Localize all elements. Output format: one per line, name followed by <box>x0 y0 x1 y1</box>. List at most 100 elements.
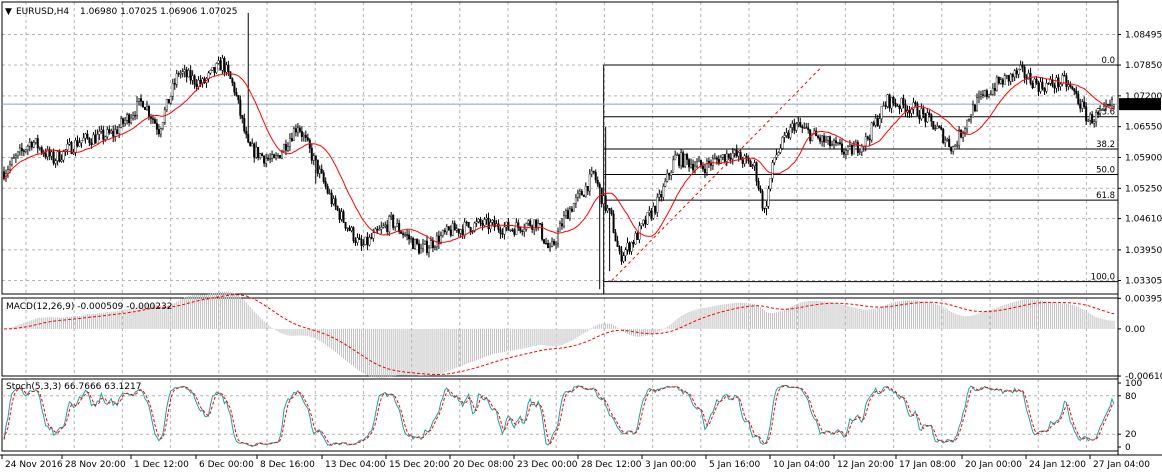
candle-body <box>1079 103 1082 109</box>
time-tick-label: 13 Dec 04:00 <box>325 460 386 470</box>
candle-body <box>255 146 258 158</box>
candle-body <box>52 151 55 164</box>
candle-body <box>457 228 460 234</box>
candle-body <box>151 118 154 120</box>
candle-body <box>412 238 415 249</box>
candle-body <box>676 154 679 156</box>
candle-body <box>523 229 526 232</box>
candle-body <box>1017 68 1020 75</box>
candle-body <box>251 143 254 147</box>
candle-body <box>185 69 188 78</box>
macd-tick-label: -0.006104 <box>1125 372 1162 382</box>
candle-body <box>545 243 548 245</box>
candle-body <box>656 196 659 213</box>
candle-body <box>358 237 361 240</box>
candle-body <box>491 219 494 223</box>
candle-body <box>652 205 655 219</box>
candle-body <box>940 127 943 130</box>
candle-body <box>1085 106 1088 122</box>
price-marker <box>1119 98 1161 111</box>
candle-body <box>541 223 544 240</box>
candle-body <box>60 159 63 162</box>
candle-body <box>392 215 395 228</box>
candle-body <box>529 220 532 227</box>
candle-body <box>991 87 994 95</box>
candle-body <box>330 192 333 205</box>
candle-body <box>890 97 893 109</box>
candle-body <box>749 160 752 167</box>
candle-body <box>425 240 428 253</box>
candle-body <box>197 79 200 87</box>
ohlc-readout: 1.06980 1.07025 1.06906 1.07025 <box>80 7 237 17</box>
candle-body <box>831 144 834 147</box>
candle-body <box>1101 109 1104 111</box>
candle-body <box>985 90 988 97</box>
candle-body <box>1015 70 1018 75</box>
candle-body <box>223 58 226 73</box>
candle-body <box>1109 104 1112 106</box>
candle-body <box>775 154 778 158</box>
candle-body <box>570 208 573 212</box>
candle-body <box>594 172 597 181</box>
candle-body <box>787 132 790 138</box>
candle-body <box>169 95 172 104</box>
candle-body <box>612 213 615 233</box>
candle-body <box>620 251 623 262</box>
time-tick-label: 5 Jan 16:00 <box>709 460 761 470</box>
candle-body <box>1091 114 1094 124</box>
candle-body <box>455 228 458 231</box>
candle-body <box>1005 75 1008 77</box>
candle-body <box>928 112 931 116</box>
candle-body <box>1001 79 1004 85</box>
candle-body <box>38 147 41 149</box>
candle-body <box>598 183 601 189</box>
candle-body <box>848 144 851 147</box>
candle-body <box>709 163 712 166</box>
candle-body <box>803 127 806 129</box>
candle-body <box>789 127 792 138</box>
candle-body <box>926 112 929 123</box>
candle-body <box>743 155 746 164</box>
candle-body <box>82 137 85 141</box>
candle-body <box>515 222 518 235</box>
candle-body <box>48 149 51 157</box>
candle-body <box>66 143 69 150</box>
candle-body <box>666 173 669 182</box>
candle-body <box>1112 103 1115 107</box>
candle-body <box>235 92 238 96</box>
candle-body <box>600 187 603 204</box>
candle-body <box>610 209 613 215</box>
candle-body <box>578 190 581 194</box>
candle-body <box>721 154 724 158</box>
candle-body <box>449 229 452 236</box>
candle-body <box>44 153 47 157</box>
candle-body <box>799 122 802 127</box>
candle-body <box>1065 75 1068 87</box>
stoch-d-line <box>3 384 1115 447</box>
candle-body <box>815 130 818 137</box>
candle-body <box>964 128 967 134</box>
time-tick-label: 3 Jan 00:00 <box>645 460 697 470</box>
collapse-icon[interactable]: ▼ <box>5 7 12 17</box>
candle-body <box>549 246 552 248</box>
candle-body <box>22 150 25 152</box>
candle-body <box>588 173 591 192</box>
candle-body <box>183 69 186 72</box>
candle-body <box>360 239 363 246</box>
candle-body <box>74 140 77 153</box>
candle-body <box>1055 77 1058 89</box>
candle-body <box>1089 114 1092 121</box>
candle-body <box>1111 99 1114 106</box>
candle-body <box>632 242 635 245</box>
candle-body <box>344 222 347 229</box>
candle-body <box>310 147 313 161</box>
candle-body <box>227 64 230 72</box>
candle-body <box>930 114 933 122</box>
candle-body <box>755 162 758 182</box>
candle-body <box>825 140 828 143</box>
candle-body <box>725 153 728 162</box>
candle-body <box>261 153 264 157</box>
candle-body <box>886 94 889 107</box>
candle-body <box>936 126 939 129</box>
